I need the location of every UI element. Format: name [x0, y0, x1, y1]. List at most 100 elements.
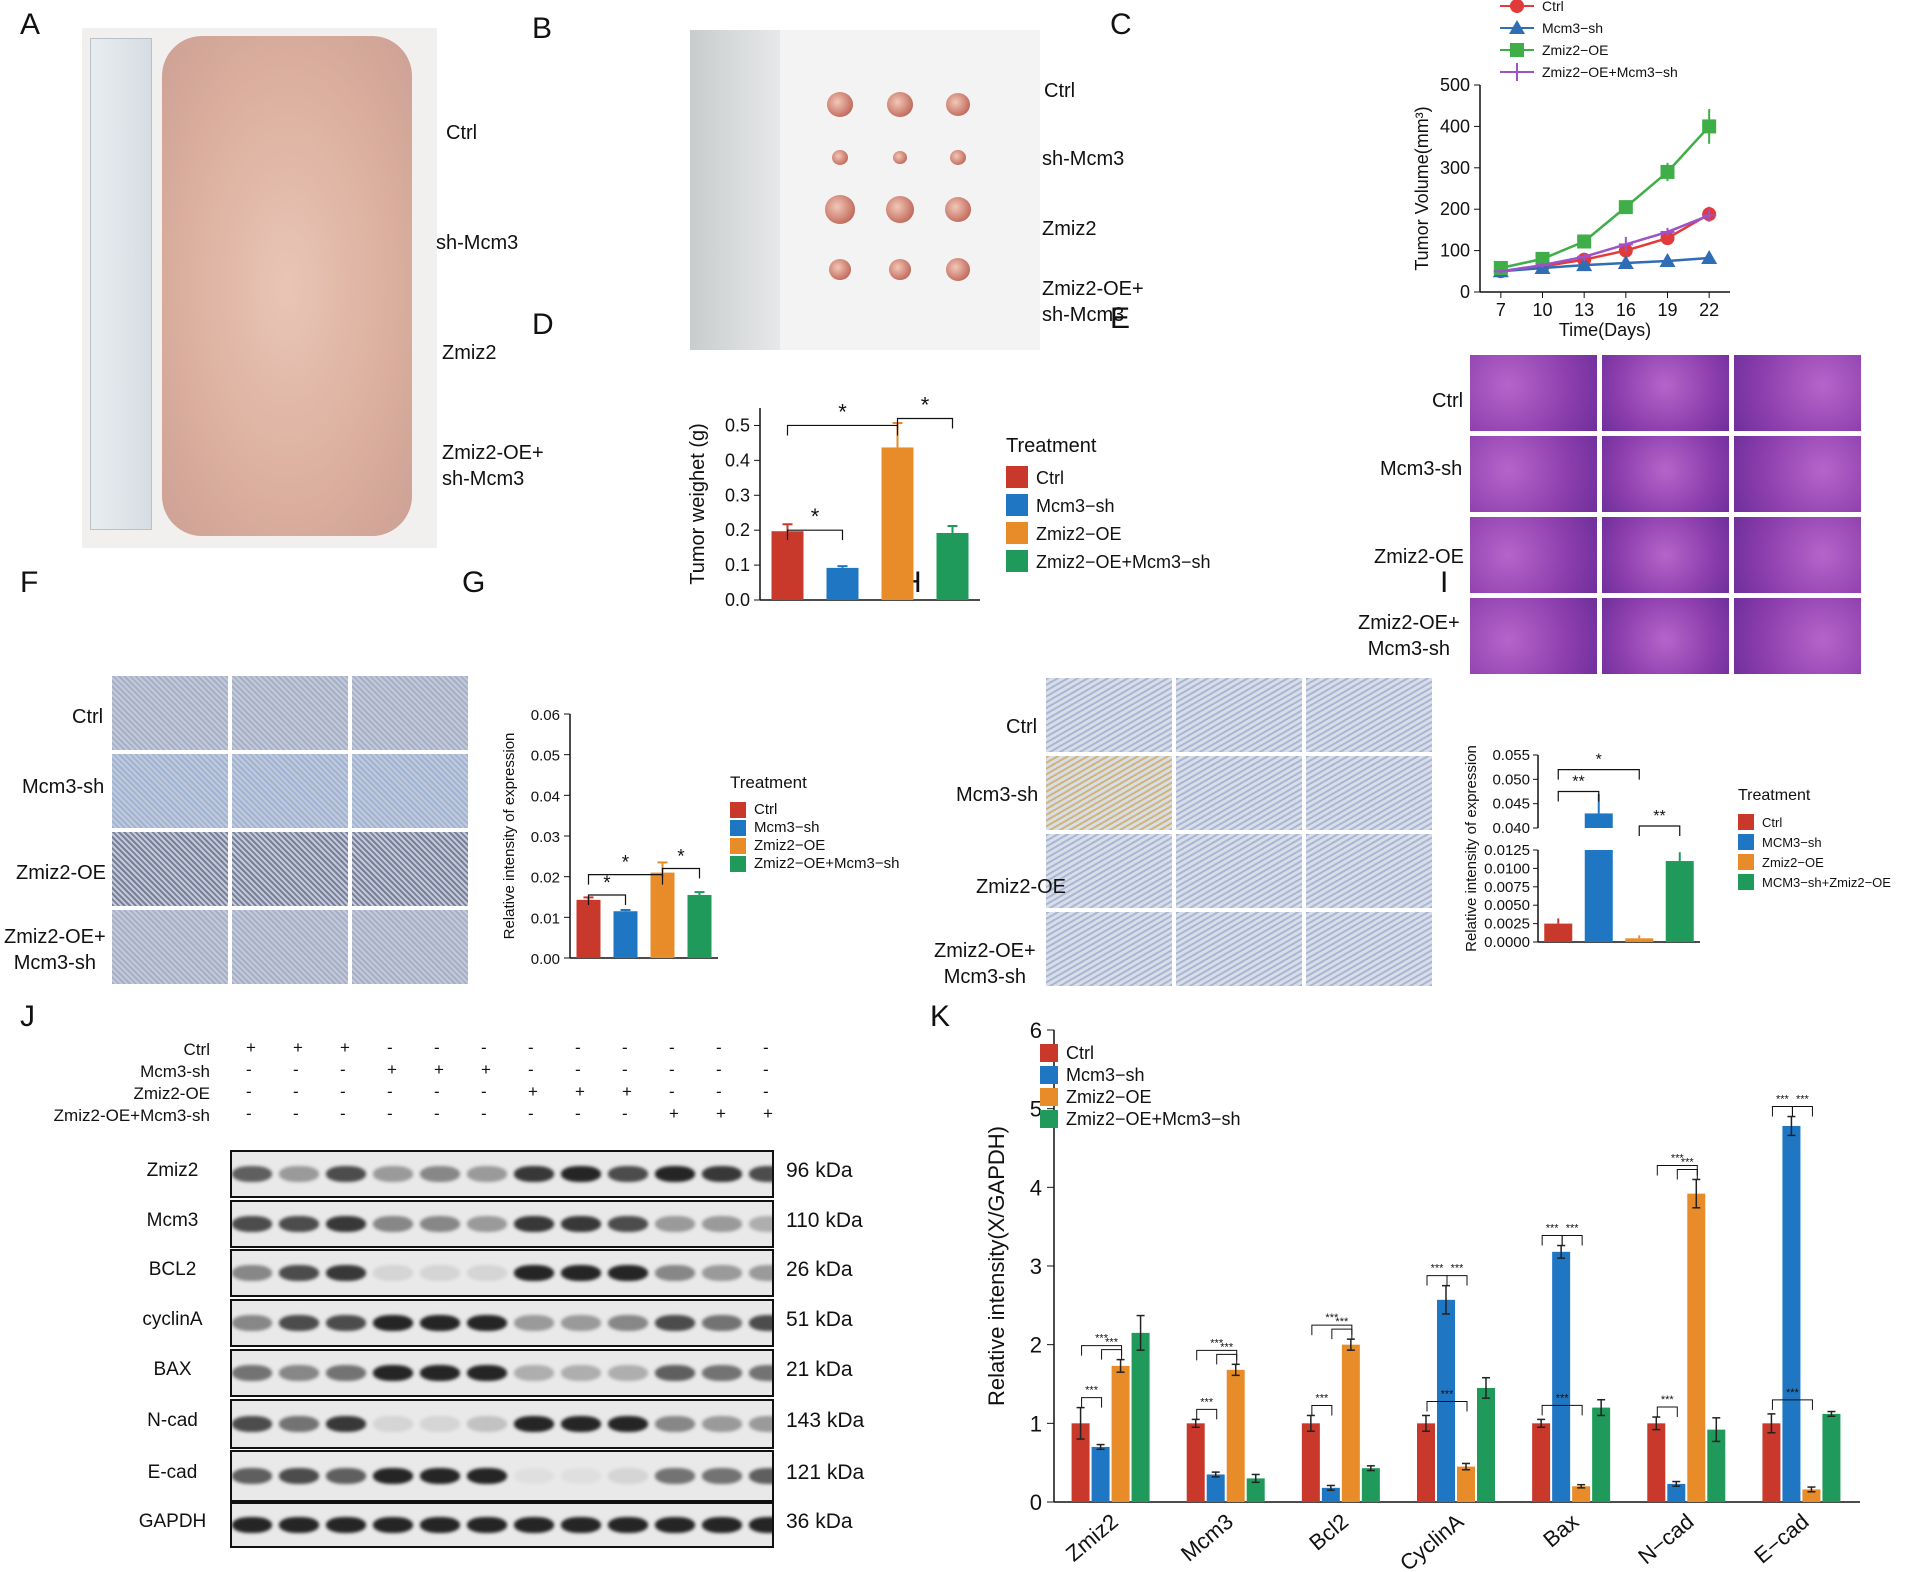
blot-protein-label: BCL2: [148, 1259, 197, 1280]
blot-condition-mark: -: [763, 1060, 769, 1079]
significance-label: ***: [1661, 1394, 1675, 1406]
significance-bracket: [786, 529, 844, 541]
blot-band: [749, 1265, 772, 1281]
blot-band: [279, 1216, 319, 1232]
y-tick-label: 400: [1440, 116, 1470, 136]
significance-bracket: [1771, 1106, 1793, 1117]
significance-label: ***: [1546, 1223, 1560, 1235]
micro-image-tile: [112, 754, 228, 828]
micro-image-tile: [1470, 355, 1597, 431]
significance-bracket: [896, 417, 954, 429]
micro-image-tile: [1176, 834, 1302, 908]
h-label-1: Mcm3-sh: [956, 784, 1039, 806]
blot-condition-mark: +: [575, 1082, 585, 1101]
micro-image-tile: [1176, 756, 1302, 830]
bar: [1206, 1474, 1225, 1502]
e-label-1: Mcm3-sh: [1380, 458, 1463, 480]
y-tick-label: 0.0000: [1484, 934, 1530, 951]
data-point: [1659, 252, 1676, 267]
bar: [771, 531, 804, 600]
y-tick-label: 0.0025: [1484, 916, 1530, 933]
blot-band: [420, 1315, 460, 1331]
legend-swatch: [1738, 814, 1754, 830]
blot-strip: [230, 1399, 774, 1449]
b-label-combo: Zmiz2-OE+ sh-Mcm3: [1042, 278, 1144, 326]
blot-band: [702, 1265, 742, 1281]
significance-bracket: [1557, 790, 1600, 802]
significance-label: **: [1653, 808, 1665, 825]
chart-i: 0.0400.0450.0500.0550.00000.00250.00500.…: [1463, 745, 1891, 952]
bar: [1592, 1407, 1611, 1502]
e-label-0: Ctrl: [1432, 390, 1464, 412]
significance-bracket: [1331, 1328, 1353, 1340]
x-tick-label: Zmiz2: [1061, 1509, 1123, 1567]
legend-swatch: [730, 802, 746, 818]
blot-condition-label: Zmiz2-OE: [133, 1084, 211, 1103]
blot-band: [702, 1166, 742, 1182]
significance-label: ***: [1335, 1316, 1349, 1328]
panel-label-b: B: [532, 12, 553, 45]
blot-strip: [230, 1299, 774, 1347]
bar: [1762, 1423, 1781, 1502]
f-label-2: Zmiz2-OE: [16, 862, 106, 884]
legend-label: Zmiz2−OE: [754, 837, 825, 854]
x-tick-label: N−cad: [1633, 1509, 1698, 1569]
tumor: [832, 150, 848, 166]
blot-band: [514, 1416, 554, 1432]
significance-label: ***: [1451, 1263, 1465, 1275]
blot-kda-label: 51 kDa: [786, 1308, 853, 1331]
bar: [1246, 1478, 1265, 1502]
significance-label: ***: [1556, 1392, 1570, 1404]
a-label-combo: Zmiz2-OE+ sh-Mcm3: [442, 442, 544, 490]
tumor: [946, 93, 970, 116]
blot-band: [279, 1468, 319, 1484]
blot-panel: Ctrl + + + - - - - - - - - - Mcm3-sh - - - + + + - - - - - - Zmiz2…: [0, 1020, 900, 1572]
y-tick-label: 0.1: [725, 555, 750, 575]
blot-band: [279, 1517, 319, 1533]
ruler: [90, 38, 152, 530]
legend-swatch: [1040, 1110, 1058, 1128]
a-label-ctrl: Ctrl: [446, 122, 478, 144]
legend-label: Ctrl: [754, 801, 777, 818]
bar: [1532, 1423, 1551, 1502]
bar: [1667, 1483, 1686, 1502]
blot-band: [326, 1517, 366, 1533]
panel-label-d: D: [532, 308, 554, 341]
blot-band: [326, 1416, 366, 1432]
ihc-grid-h: [1046, 678, 1436, 990]
blot-condition-mark: -: [528, 1060, 534, 1079]
blot-condition-mark: -: [575, 1060, 581, 1079]
panel-label-a: A: [20, 8, 41, 41]
blot-condition-mark: -: [340, 1060, 346, 1079]
significance-label: ***: [1200, 1396, 1214, 1408]
significance-label: ***: [1431, 1263, 1445, 1275]
blot-band: [514, 1265, 554, 1281]
blot-band: [561, 1468, 601, 1484]
bar: [1186, 1423, 1205, 1502]
blot-band: [655, 1166, 695, 1182]
blot-band: [655, 1517, 695, 1533]
blot-condition-mark: -: [293, 1104, 299, 1123]
blot-band: [326, 1265, 366, 1281]
blot-condition-mark: -: [387, 1104, 393, 1123]
data-point: [1618, 200, 1633, 215]
panel-label-f: F: [20, 566, 39, 599]
micro-image-tile: [1602, 598, 1729, 674]
blot-condition-mark: -: [763, 1038, 769, 1057]
e-label-2: Zmiz2-OE: [1374, 546, 1464, 568]
blot-band: [373, 1517, 413, 1533]
x-tick-label: 13: [1574, 300, 1594, 320]
tumor: [946, 258, 970, 281]
blot-condition-mark: -: [716, 1060, 722, 1079]
blot-band: [749, 1216, 772, 1232]
micro-image-tile: [1734, 517, 1861, 593]
legend-marker: [1510, 0, 1524, 13]
tumor: [950, 150, 966, 166]
e-label-3: Zmiz2-OE+ Mcm3-sh: [1358, 612, 1460, 660]
blot-kda-label: 36 kDa: [786, 1510, 853, 1533]
blot-band: [467, 1315, 507, 1331]
blot-band: [279, 1365, 319, 1381]
blot-band: [232, 1517, 272, 1533]
blot-band: [749, 1365, 772, 1381]
blot-band: [702, 1315, 742, 1331]
